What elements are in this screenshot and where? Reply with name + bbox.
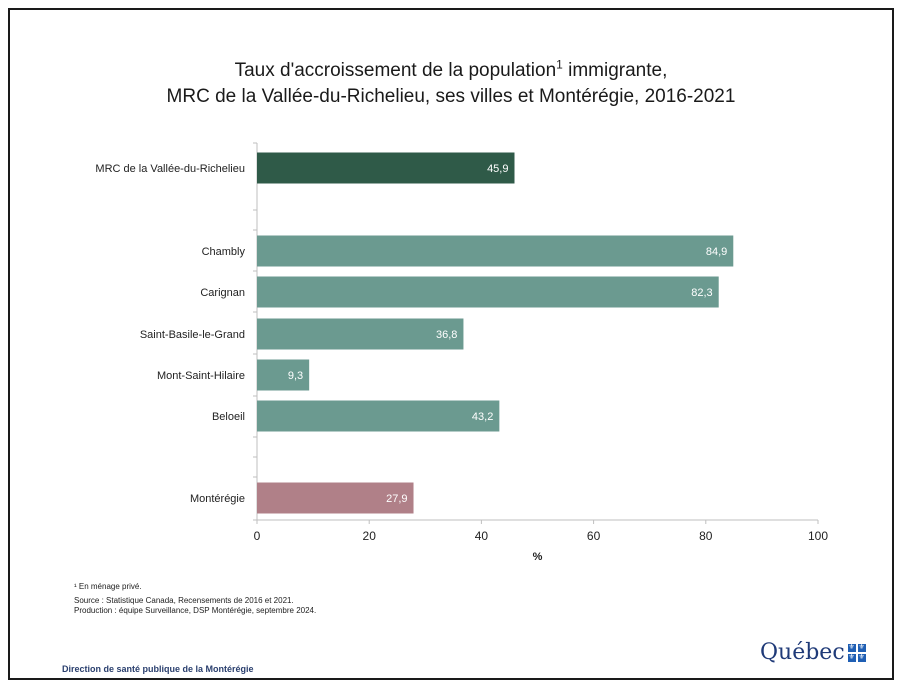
data-label: 45,9 bbox=[487, 163, 508, 175]
category-label: Montérégie bbox=[190, 493, 245, 505]
bar bbox=[257, 276, 719, 308]
production-note: Production : équipe Surveillance, DSP Mo… bbox=[74, 606, 317, 615]
footnote-1: ¹ En ménage privé. bbox=[74, 582, 142, 591]
category-label: Chambly bbox=[202, 246, 246, 258]
data-label: 36,8 bbox=[436, 329, 457, 341]
bar bbox=[257, 482, 414, 514]
x-tick-label: 100 bbox=[808, 529, 828, 543]
logo-text: Québec bbox=[760, 640, 845, 665]
x-tick-label: 0 bbox=[254, 529, 261, 543]
data-label: 84,9 bbox=[706, 246, 727, 258]
data-label: 9,3 bbox=[288, 370, 303, 382]
source-note: Source : Statistique Canada, Recensement… bbox=[74, 596, 294, 605]
footer-organization: Direction de santé publique de la Montér… bbox=[62, 664, 254, 674]
category-label: Saint-Basile-le-Grand bbox=[140, 329, 245, 341]
fleur-de-lis-flag-icon: ⚜ ⚜ ⚜ ⚜ bbox=[847, 643, 866, 662]
title-line-1: Taux d'accroissement de la population1 i… bbox=[234, 57, 668, 81]
bar bbox=[257, 152, 515, 184]
data-label: 27,9 bbox=[386, 493, 407, 505]
x-tick-label: 80 bbox=[699, 529, 713, 543]
title-line-2: MRC de la Vallée-du-Richelieu, ses ville… bbox=[166, 86, 736, 107]
category-label: Mont-Saint-Hilaire bbox=[157, 370, 245, 382]
footnotes: ¹ En ménage privé. Source : Statistique … bbox=[74, 582, 316, 616]
category-label: Carignan bbox=[200, 287, 245, 299]
x-tick-label: 40 bbox=[475, 529, 489, 543]
data-label: 82,3 bbox=[691, 287, 712, 299]
bar bbox=[257, 235, 734, 267]
category-label: MRC de la Vallée-du-Richelieu bbox=[95, 163, 245, 175]
bar bbox=[257, 318, 464, 350]
chart-title: Taux d'accroissement de la population1 i… bbox=[8, 58, 894, 110]
quebec-logo: Québec ⚜ ⚜ ⚜ ⚜ bbox=[760, 640, 866, 665]
bar bbox=[257, 400, 500, 432]
x-tick-label: 60 bbox=[587, 529, 601, 543]
bar bbox=[257, 359, 310, 391]
x-axis-label: % bbox=[533, 551, 543, 563]
x-tick-label: 20 bbox=[363, 529, 377, 543]
data-label: 43,2 bbox=[472, 411, 493, 423]
category-label: Beloeil bbox=[212, 411, 245, 423]
